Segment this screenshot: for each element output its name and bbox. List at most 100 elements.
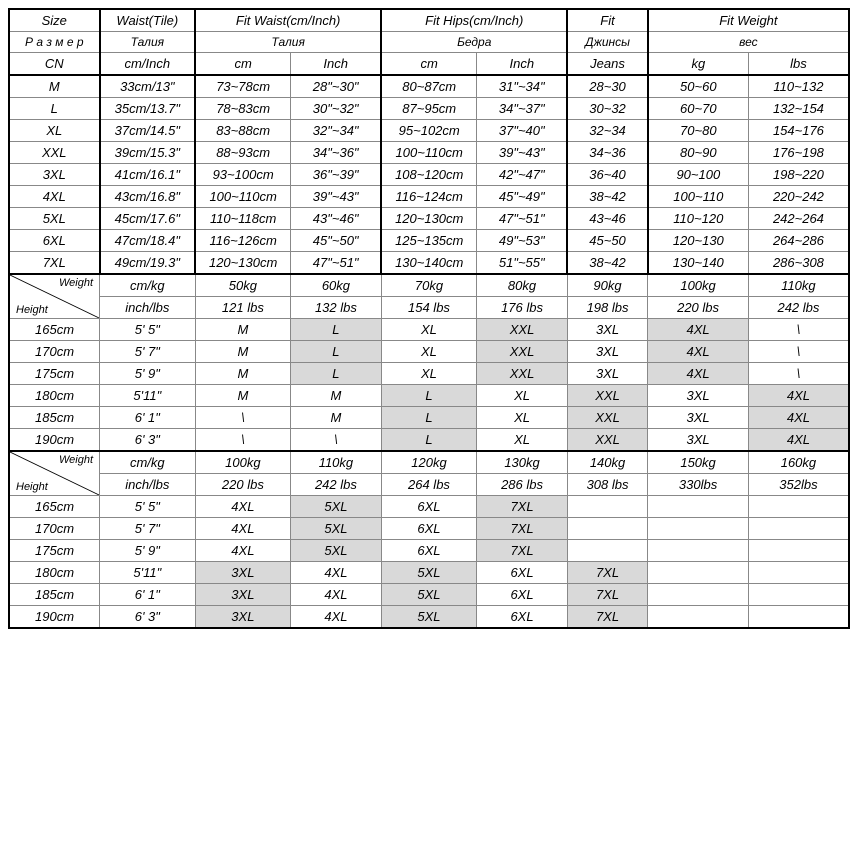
fw-cm: 78~83cm (195, 98, 291, 120)
fw-in: 39"~43" (291, 186, 382, 208)
rec-size: 6XL (381, 496, 477, 518)
jeans-val: 34~36 (567, 142, 647, 164)
rec-size (567, 518, 647, 540)
h-fitwaist-ru: Талия (195, 32, 381, 53)
waist-val: 37cm/14.5" (100, 120, 196, 142)
h-fit: Fit (567, 9, 647, 32)
fw-in: 36"~39" (291, 164, 382, 186)
w-kg: 120kg (381, 451, 477, 474)
rec-size: M (195, 385, 291, 407)
w-kg: 70kg (381, 274, 477, 297)
rec-size: 4XL (748, 429, 849, 452)
rec-size: 5XL (291, 540, 382, 562)
rec-size: \ (748, 341, 849, 363)
lbs-val: 132~154 (748, 98, 849, 120)
size-val: 4XL (9, 186, 100, 208)
fh-in: 45"~49" (477, 186, 568, 208)
kg-val: 110~120 (648, 208, 749, 230)
w-lbs: 220 lbs (648, 297, 749, 319)
w-lbs: 352lbs (748, 474, 849, 496)
fw-in: 43"~46" (291, 208, 382, 230)
fw-in: 47"~51" (291, 252, 382, 275)
w-lbs: 176 lbs (477, 297, 568, 319)
waist-val: 47cm/18.4" (100, 230, 196, 252)
height-ft: 5'11" (100, 562, 196, 584)
rec-size: 5XL (381, 584, 477, 606)
h-size: Size (9, 9, 100, 32)
h-jeans: Jeans (567, 53, 647, 76)
fh-in: 47"~51" (477, 208, 568, 230)
fh-cm: 100~110cm (381, 142, 477, 164)
height-cm: 175cm (9, 540, 100, 562)
fw-cm: 83~88cm (195, 120, 291, 142)
height-cm: 185cm (9, 584, 100, 606)
jeans-val: 38~42 (567, 252, 647, 275)
height-ft: 5' 5" (100, 496, 196, 518)
height-ft: 6' 1" (100, 407, 196, 429)
rec-size: 7XL (477, 496, 568, 518)
h-cn: CN (9, 53, 100, 76)
fh-in: 51"~55" (477, 252, 568, 275)
rec-size: XL (381, 363, 477, 385)
fh-cm: 108~120cm (381, 164, 477, 186)
rec-size: 7XL (567, 584, 647, 606)
unit-inchlbs: inch/lbs (100, 474, 196, 496)
rec-size: XXL (477, 319, 568, 341)
fh-cm: 87~95cm (381, 98, 477, 120)
kg-val: 120~130 (648, 230, 749, 252)
w-lbs: 121 lbs (195, 297, 291, 319)
rec-size (748, 562, 849, 584)
h-fithips-ru: Бедра (381, 32, 567, 53)
rec-size: L (291, 363, 382, 385)
fw-in: 34"~36" (291, 142, 382, 164)
w-kg: 100kg (195, 451, 291, 474)
fh-cm: 130~140cm (381, 252, 477, 275)
rec-size: 4XL (648, 363, 749, 385)
fh-in: 42"~47" (477, 164, 568, 186)
rec-size: M (195, 341, 291, 363)
rec-size: XL (381, 341, 477, 363)
fw-cm: 110~118cm (195, 208, 291, 230)
kg-val: 90~100 (648, 164, 749, 186)
jeans-val: 32~34 (567, 120, 647, 142)
height-cm: 190cm (9, 606, 100, 629)
h-fitweight: Fit Weight (648, 9, 849, 32)
rec-size: 6XL (477, 562, 568, 584)
rec-size: 3XL (648, 429, 749, 452)
rec-size (748, 606, 849, 629)
w-lbs: 198 lbs (567, 297, 647, 319)
fw-cm: 120~130cm (195, 252, 291, 275)
fh-in: 31"~34" (477, 75, 568, 98)
height-ft: 5' 5" (100, 319, 196, 341)
w-lbs: 220 lbs (195, 474, 291, 496)
fh-in: 34"~37" (477, 98, 568, 120)
size-val: XL (9, 120, 100, 142)
height-ft: 6' 1" (100, 584, 196, 606)
unit-inchlbs: inch/lbs (100, 297, 196, 319)
rec-size (748, 540, 849, 562)
waist-val: 49cm/19.3" (100, 252, 196, 275)
rec-size: 4XL (648, 319, 749, 341)
height-cm: 185cm (9, 407, 100, 429)
fw-cm: 88~93cm (195, 142, 291, 164)
rec-size: \ (748, 363, 849, 385)
rec-size: 7XL (567, 606, 647, 629)
h-kg: kg (648, 53, 749, 76)
rec-size: 3XL (567, 363, 647, 385)
rec-size (648, 540, 749, 562)
w-lbs: 132 lbs (291, 297, 382, 319)
height-cm: 165cm (9, 319, 100, 341)
w-kg: 110kg (748, 274, 849, 297)
waist-val: 35cm/13.7" (100, 98, 196, 120)
kg-val: 100~110 (648, 186, 749, 208)
w-lbs: 264 lbs (381, 474, 477, 496)
rec-size: L (291, 319, 382, 341)
w-kg: 110kg (291, 451, 382, 474)
rec-size (648, 606, 749, 629)
w-kg: 100kg (648, 274, 749, 297)
lbs-val: 286~308 (748, 252, 849, 275)
height-cm: 190cm (9, 429, 100, 452)
rec-size: 5XL (291, 496, 382, 518)
rec-size: 4XL (648, 341, 749, 363)
height-cm: 180cm (9, 385, 100, 407)
